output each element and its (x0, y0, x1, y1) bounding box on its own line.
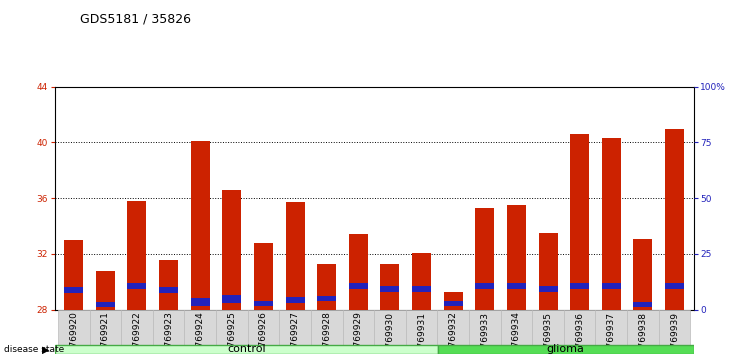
Bar (121, 310, 153, 345)
Text: GSM769932: GSM769932 (449, 312, 458, 354)
Text: GSM769930: GSM769930 (385, 312, 394, 354)
Bar (507, 283, 526, 289)
Bar (602, 283, 620, 289)
Bar (412, 253, 431, 310)
Bar (318, 264, 337, 310)
Bar (570, 134, 589, 310)
Bar (58, 310, 90, 345)
Bar (627, 310, 658, 345)
Bar (501, 310, 532, 345)
Bar (280, 310, 311, 345)
Bar (444, 301, 463, 306)
Bar (507, 205, 526, 310)
Text: GSM769920: GSM769920 (69, 312, 78, 354)
Text: GSM769926: GSM769926 (259, 312, 268, 354)
Text: GDS5181 / 35826: GDS5181 / 35826 (80, 12, 191, 25)
Bar (64, 287, 83, 293)
Text: GSM769937: GSM769937 (607, 312, 616, 354)
Text: control: control (227, 344, 266, 354)
Text: GSM769924: GSM769924 (196, 312, 204, 354)
Text: ▶: ▶ (42, 345, 50, 354)
Bar (128, 201, 147, 310)
Text: GSM769933: GSM769933 (480, 312, 489, 354)
Bar (159, 259, 178, 310)
Bar (318, 296, 337, 301)
Bar (342, 310, 374, 345)
Bar (444, 292, 463, 310)
Bar (437, 310, 469, 345)
Bar (539, 233, 558, 310)
Text: GSM769927: GSM769927 (291, 312, 299, 354)
Text: GSM769934: GSM769934 (512, 312, 521, 354)
Text: GSM769928: GSM769928 (322, 312, 331, 354)
Bar (90, 310, 121, 345)
Bar (216, 310, 247, 345)
Text: glioma: glioma (547, 344, 585, 354)
Bar (475, 283, 494, 289)
Bar (254, 301, 273, 306)
Bar (185, 310, 216, 345)
Bar (64, 240, 83, 310)
Bar (374, 310, 406, 345)
Bar (153, 310, 185, 345)
Text: GSM769931: GSM769931 (417, 312, 426, 354)
FancyBboxPatch shape (438, 344, 694, 354)
Bar (412, 286, 431, 292)
Text: GSM769936: GSM769936 (575, 312, 584, 354)
Bar (564, 310, 596, 345)
Bar (634, 302, 653, 307)
Bar (349, 234, 368, 310)
Bar (406, 310, 437, 345)
Bar (128, 283, 147, 289)
Text: GSM769929: GSM769929 (354, 312, 363, 354)
Bar (191, 298, 210, 306)
Text: GSM769921: GSM769921 (101, 312, 110, 354)
Bar (469, 310, 501, 345)
Text: GSM769925: GSM769925 (227, 312, 237, 354)
Bar (380, 264, 399, 310)
Text: GSM769922: GSM769922 (132, 312, 142, 354)
Text: disease state: disease state (4, 345, 64, 354)
Bar (254, 243, 273, 310)
Bar (475, 208, 494, 310)
Bar (665, 283, 684, 289)
Bar (539, 286, 558, 292)
Text: GSM769938: GSM769938 (639, 312, 648, 354)
Bar (570, 283, 589, 289)
Text: GSM769923: GSM769923 (164, 312, 173, 354)
Bar (96, 271, 115, 310)
Bar (665, 129, 684, 310)
Bar (634, 239, 653, 310)
Bar (658, 310, 691, 345)
Bar (349, 283, 368, 289)
Text: GSM769939: GSM769939 (670, 312, 679, 354)
Text: GSM769935: GSM769935 (544, 312, 553, 354)
Bar (285, 297, 304, 303)
Bar (223, 190, 242, 310)
Bar (602, 138, 620, 310)
Bar (159, 287, 178, 293)
Bar (96, 302, 115, 307)
FancyBboxPatch shape (55, 344, 438, 354)
Bar (311, 310, 342, 345)
Bar (223, 295, 242, 303)
Bar (532, 310, 564, 345)
Bar (285, 202, 304, 310)
Bar (247, 310, 280, 345)
Bar (596, 310, 627, 345)
Bar (380, 286, 399, 292)
Bar (191, 141, 210, 310)
